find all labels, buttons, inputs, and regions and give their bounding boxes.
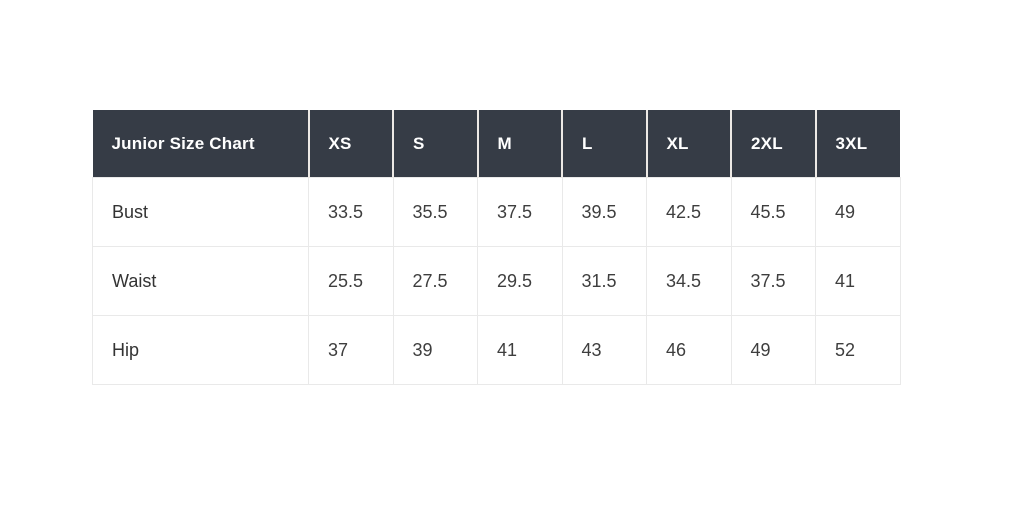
cell-waist-s: 27.5 bbox=[392, 246, 478, 316]
cell-bust-m: 37.5 bbox=[477, 177, 563, 247]
cell-waist-xl: 34.5 bbox=[646, 246, 732, 316]
table-row-hip: Hip 37 39 41 43 46 49 52 bbox=[92, 315, 901, 385]
column-header-xl: XL bbox=[646, 110, 732, 178]
cell-waist-m: 29.5 bbox=[477, 246, 563, 316]
table-row-waist: Waist 25.5 27.5 29.5 31.5 34.5 37.5 41 bbox=[92, 246, 901, 316]
cell-waist-xs: 25.5 bbox=[308, 246, 394, 316]
cell-bust-s: 35.5 bbox=[392, 177, 478, 247]
column-header-xs: XS bbox=[308, 110, 394, 178]
cell-waist-3xl: 41 bbox=[815, 246, 901, 316]
table-row-bust: Bust 33.5 35.5 37.5 39.5 42.5 45.5 49 bbox=[92, 177, 901, 247]
cell-hip-l: 43 bbox=[561, 315, 647, 385]
table-header-row: Junior Size Chart XS S M L XL 2XL 3XL bbox=[92, 110, 900, 178]
row-label-hip: Hip bbox=[92, 315, 309, 385]
junior-size-chart-table: Junior Size Chart XS S M L XL 2XL 3XL Bu… bbox=[92, 110, 901, 385]
column-header-m: M bbox=[477, 110, 563, 178]
table-title-cell: Junior Size Chart bbox=[92, 110, 310, 178]
row-label-bust: Bust bbox=[92, 177, 309, 247]
column-header-3xl: 3XL bbox=[815, 110, 900, 178]
cell-hip-3xl: 52 bbox=[815, 315, 901, 385]
cell-bust-xl: 42.5 bbox=[646, 177, 732, 247]
cell-hip-xl: 46 bbox=[646, 315, 732, 385]
cell-bust-2xl: 45.5 bbox=[730, 177, 816, 247]
column-header-l: L bbox=[562, 110, 648, 178]
cell-hip-2xl: 49 bbox=[730, 315, 816, 385]
cell-hip-xs: 37 bbox=[308, 315, 394, 385]
row-label-waist: Waist bbox=[92, 246, 309, 316]
cell-bust-3xl: 49 bbox=[815, 177, 901, 247]
column-header-s: S bbox=[393, 110, 479, 178]
cell-bust-xs: 33.5 bbox=[308, 177, 394, 247]
cell-hip-s: 39 bbox=[392, 315, 478, 385]
cell-hip-m: 41 bbox=[477, 315, 563, 385]
cell-waist-l: 31.5 bbox=[561, 246, 647, 316]
cell-waist-2xl: 37.5 bbox=[730, 246, 816, 316]
column-header-2xl: 2XL bbox=[731, 110, 817, 178]
cell-bust-l: 39.5 bbox=[561, 177, 647, 247]
